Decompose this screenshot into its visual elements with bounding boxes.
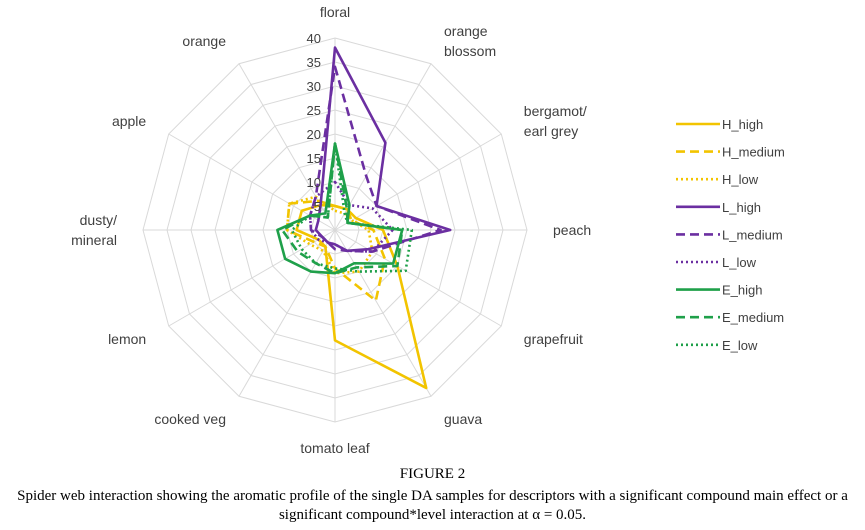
- axis-label: dusty/: [80, 212, 117, 228]
- axis-label: grapefruit: [524, 331, 583, 347]
- axis-label: orange: [444, 23, 488, 39]
- legend-label: E_medium: [722, 310, 784, 325]
- series-line: [295, 203, 428, 390]
- legend-label: H_low: [722, 172, 759, 187]
- figure-title: FIGURE 2: [399, 466, 466, 482]
- axis-label: blossom: [444, 43, 496, 59]
- axis-label: tomato leaf: [300, 440, 369, 456]
- tick-label: 10: [307, 175, 321, 190]
- legend-label: H_medium: [722, 145, 785, 160]
- legend-label: E_high: [722, 283, 762, 298]
- axis-label: mineral: [71, 232, 117, 248]
- radar-axis-labels: floral orange blossom bergamot/earl grey pea…: [71, 4, 591, 456]
- radar-chart: 5 10 15 20 25 30 35 40 floral orange blossom berga…: [71, 4, 785, 456]
- radar-series: [276, 46, 452, 390]
- figure-caption: Spider web interaction showing the aroma…: [17, 488, 848, 523]
- radar-tick-labels: 5 10 15 20 25 30 35 40: [307, 31, 321, 214]
- legend-label: L_low: [722, 255, 757, 270]
- tick-label: 40: [307, 31, 321, 46]
- tick-label: 30: [307, 79, 321, 94]
- axis-label: floral: [320, 4, 350, 20]
- axis-label: earl grey: [524, 123, 578, 139]
- legend-label: E_low: [722, 338, 758, 353]
- tick-label: 15: [307, 151, 321, 166]
- axis-spoke: [334, 133, 502, 231]
- series-line: [308, 180, 394, 253]
- tick-label: 35: [307, 55, 321, 70]
- tick-label: 25: [307, 103, 321, 118]
- radar-grid: [142, 37, 528, 423]
- axis-label: lemon: [108, 331, 146, 347]
- axis-label: peach: [553, 222, 591, 238]
- axis-label: apple: [112, 113, 146, 129]
- legend-label: L_medium: [722, 227, 783, 242]
- tick-label: 5: [314, 199, 321, 214]
- axis-spoke: [334, 229, 502, 327]
- axis-label: orange: [182, 33, 226, 49]
- chart-legend: H_high H_medium H_low L_high L_medium L_low E_…: [676, 117, 785, 353]
- series-line: [285, 199, 387, 302]
- axis-label: bergamot/: [524, 103, 587, 119]
- legend-label: L_high: [722, 200, 761, 215]
- axis-spoke: [334, 63, 432, 231]
- legend-label: H_high: [722, 117, 763, 132]
- axis-spoke: [238, 229, 336, 397]
- axis-spoke: [168, 133, 336, 231]
- tick-label: 20: [307, 127, 321, 142]
- axis-label: guava: [444, 411, 482, 427]
- series-line: [290, 142, 414, 273]
- axis-spoke: [168, 229, 336, 327]
- axis-spoke: [334, 229, 432, 397]
- axis-label: cooked veg: [154, 411, 226, 427]
